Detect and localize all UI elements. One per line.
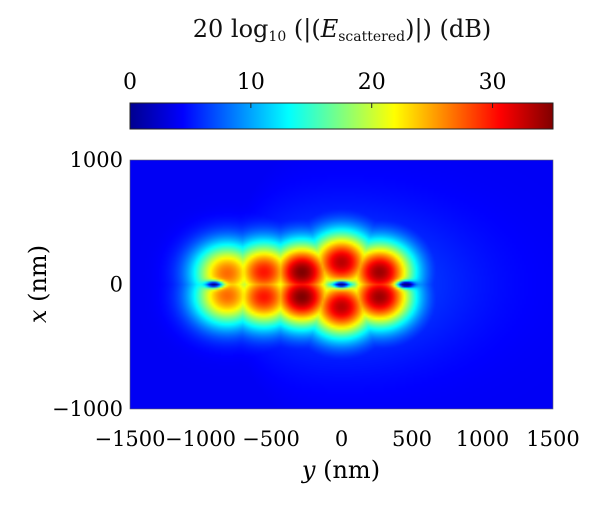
colorbar-title-italic-subscript: scattered	[338, 29, 406, 45]
colorbar-title-prefix: 20 log	[192, 15, 269, 43]
y-axis-label-var: x	[24, 309, 52, 323]
colorbar-tick-label: 0	[123, 70, 137, 95]
x-axis-label-var: y	[301, 456, 316, 484]
colorbar-title-suffix: )|) (dB)	[405, 15, 492, 43]
x-tick-label: −500	[242, 427, 300, 451]
y-axis-label: x (nm)	[24, 245, 52, 323]
colorbar-title-italic: E	[320, 15, 339, 43]
colorbar	[129, 102, 554, 130]
x-axis-label: y (nm)	[301, 456, 380, 484]
y-tick-label: 1000	[70, 148, 123, 172]
x-tick-label: 1500	[526, 427, 579, 451]
colorbar-title-subscript: 10	[268, 29, 287, 45]
colorbar-tick-label: 30	[479, 70, 507, 95]
colorbar-title: 20 log10 (|(Escattered)|) (dB)	[130, 14, 554, 52]
plot-frame	[129, 159, 554, 410]
colorbar-ticks: 0 10 20 30	[123, 70, 507, 108]
x-tick-label: 500	[392, 427, 432, 451]
heatmap-plot	[130, 160, 553, 409]
x-tick-label: −1500	[94, 427, 165, 451]
x-tick-label: 0	[335, 427, 348, 451]
y-tick-label: 0	[110, 273, 123, 297]
colorbar-tick-label: 10	[237, 70, 265, 95]
colorbar-title-middle: (|(	[286, 15, 321, 43]
x-tick-label: 1000	[456, 427, 509, 451]
y-axis-label-unit: (nm)	[24, 245, 52, 310]
heatmap-image	[130, 160, 553, 409]
x-tick-label: −1000	[165, 427, 236, 451]
x-axis-label-unit: (nm)	[315, 456, 380, 484]
colorbar-tick-label: 20	[358, 70, 386, 95]
y-tick-label: −1000	[52, 397, 123, 421]
